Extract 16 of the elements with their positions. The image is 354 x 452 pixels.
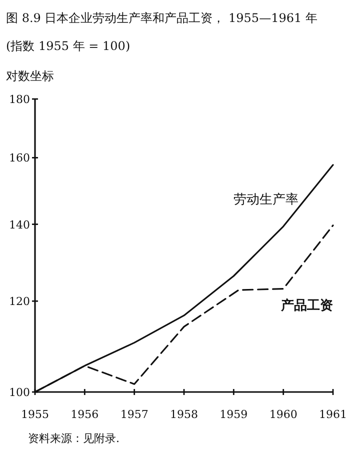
ytick: 140	[9, 218, 30, 232]
xtick: 1959	[220, 408, 248, 421]
xtick: 1960	[269, 408, 298, 421]
title: 图 8.9 日本企业劳动生产率和产品工资， 1955—1961 年	[6, 11, 318, 25]
ytick: 120	[9, 295, 30, 308]
ylabel: 对数坐标	[6, 69, 54, 83]
xtick: 1958	[170, 408, 198, 421]
ytick: 100	[9, 386, 30, 399]
xtick: 1957	[120, 408, 148, 421]
ytick: 180	[9, 93, 30, 106]
annotation: 资料来源：见附录.	[28, 432, 120, 445]
xtick: 1955	[21, 408, 49, 421]
subtitle: (指数 1955 年 = 100)	[6, 39, 130, 53]
xtick: 1961	[319, 408, 347, 421]
ytick: 160	[9, 152, 30, 165]
xtick: 1956	[70, 408, 99, 421]
